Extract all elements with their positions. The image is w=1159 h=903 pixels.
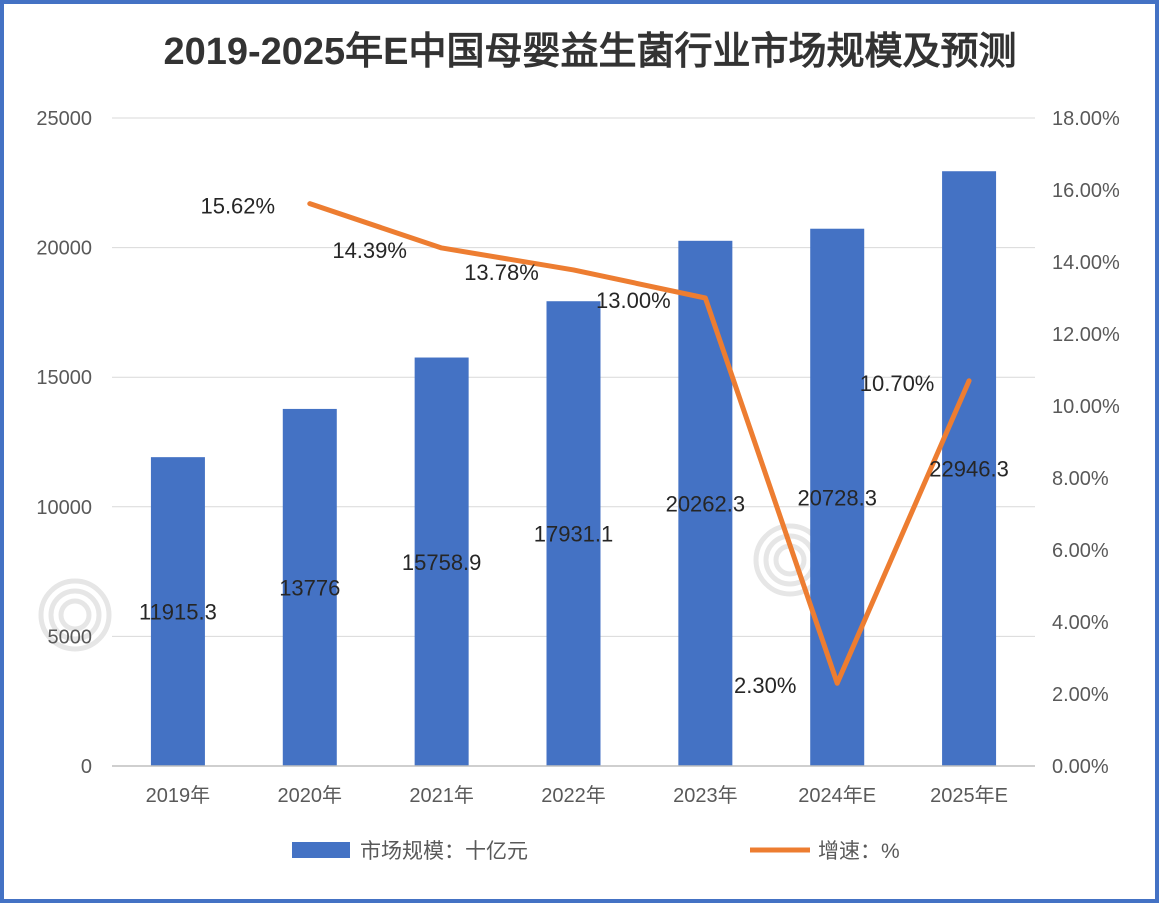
legend-bar-label: 市场规模：十亿元 [360, 840, 528, 863]
bar-value-label: 22946.3 [929, 457, 1009, 482]
y-left-tick-label: 25000 [36, 108, 92, 130]
y-left-tick-label: 0 [81, 756, 92, 778]
y-right-tick-label: 14.00% [1052, 252, 1120, 274]
data-labels: 11915.3 13776 15758.9 17931.1 20262.3 20728.3… [139, 194, 1009, 699]
x-tick-label: 2025年E [930, 784, 1008, 807]
bar-series [150, 171, 997, 767]
bar-value-label: 20262.3 [666, 491, 746, 516]
bar [150, 457, 205, 766]
chart-title: 2019-2025年E中国母婴益生菌行业市场规模及预测 [163, 31, 1016, 73]
y-left-tick-label: 15000 [36, 367, 92, 389]
y-right-tick-label: 6.00% [1052, 540, 1109, 562]
x-tick-label: 2021年 [409, 784, 474, 807]
x-tick-label: 2019年 [146, 784, 211, 807]
bar [282, 408, 337, 766]
line-value-label: 13.78% [464, 260, 539, 285]
watermark-logo-icon [58, 598, 92, 632]
bar [414, 357, 469, 766]
bar-value-label: 11915.3 [139, 600, 217, 625]
x-tick-label: 2024年E [798, 784, 876, 807]
y-right-tick-label: 12.00% [1052, 324, 1120, 346]
bar [546, 301, 601, 766]
line-value-label: 10.70% [860, 371, 935, 396]
y-left-tick-label: 20000 [36, 238, 92, 260]
y-right-tick-label: 8.00% [1052, 468, 1109, 490]
y-right-tick-label: 18.00% [1052, 108, 1120, 130]
x-tick-label: 2020年 [278, 784, 343, 807]
bar-value-label: 20728.3 [797, 485, 877, 510]
bar-value-label: 17931.1 [534, 522, 614, 547]
y-right-tick-label: 0.00% [1052, 756, 1109, 778]
y-left-tick-label: 5000 [48, 626, 93, 648]
bar-value-label: 13776 [279, 575, 340, 600]
legend-line-label: 增速：% [818, 840, 900, 863]
line-value-label: 2.30% [734, 673, 796, 698]
y-left-tick-label: 10000 [36, 497, 92, 519]
legend-bar-swatch [292, 842, 350, 858]
line-value-label: 13.00% [596, 288, 671, 313]
watermark-logo-icon [38, 578, 112, 652]
x-tick-label: 2022年 [541, 784, 606, 807]
y-right-tick-label: 4.00% [1052, 612, 1109, 634]
watermark-logo-icon [48, 588, 102, 642]
y-right-tick-label: 2.00% [1052, 684, 1109, 706]
bar [678, 240, 733, 767]
x-tick-label: 2023年 [673, 784, 738, 807]
bar [942, 171, 997, 766]
bar-value-label: 15758.9 [402, 550, 482, 575]
axes: 0 5000 10000 15000 20000 25000 0.00% 2.00% 4.00%… [36, 108, 1120, 807]
y-right-tick-label: 16.00% [1052, 180, 1120, 202]
legend: 市场规模：十亿元 增速：% [292, 840, 900, 863]
line-value-label: 14.39% [332, 238, 407, 263]
line-value-label: 15.62% [200, 194, 275, 219]
growth-line [307, 201, 972, 686]
line-series [307, 201, 972, 686]
y-right-tick-label: 10.00% [1052, 396, 1120, 418]
